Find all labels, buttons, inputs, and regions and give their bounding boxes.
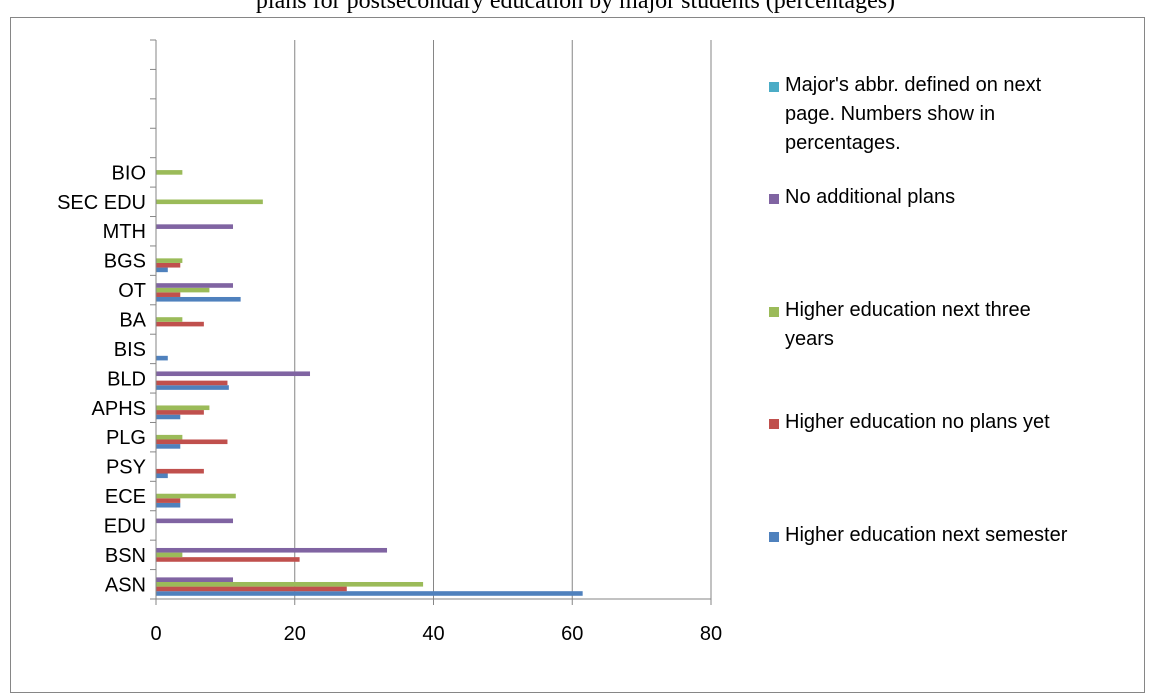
bar [156,439,227,444]
bar [156,469,204,474]
bar [156,292,180,297]
bar [156,519,233,524]
bar [156,405,209,410]
y-category-label: BIO [112,162,146,184]
y-category-label: ECE [105,486,146,508]
legend-label: Major's abbr. defined on next page. Numbe… [785,74,1042,154]
y-category-label: APHS [92,398,146,420]
bar [156,582,423,587]
y-category-label: EDU [104,515,146,537]
page-caption: plans for postsecondary education by maj… [0,0,1151,15]
bar [156,170,182,175]
chart-frame: 0 20 40 60 80 ASN BSN EDU ECE PSY PLG APHS BLD BIS BA O… [10,17,1145,693]
y-category-label: SEC EDU [57,192,146,214]
bar [156,553,182,558]
bar-chart: 0 20 40 60 80 ASN BSN EDU ECE PSY PLG APHS BLD BIS BA O… [11,18,1144,692]
x-tick-label: 0 [150,623,161,645]
y-category-label: BIS [114,339,146,361]
bar [156,258,182,263]
legend-swatch [769,419,779,429]
legend-label: Higher education next three years [785,299,1031,350]
x-tick-label: 20 [284,623,306,645]
gridlines [295,40,711,599]
bar [156,385,229,390]
bar [156,410,204,415]
y-category-label: BGS [104,251,146,273]
legend-swatch [769,82,779,92]
bar [156,503,180,508]
bar [156,263,180,268]
bar [156,474,168,479]
bar [156,200,263,205]
bar [156,548,387,553]
y-category-label: MTH [103,221,146,243]
y-category-label: PSY [106,457,146,479]
y-category-label: BA [119,310,146,332]
x-tick-label: 80 [700,623,722,645]
bar [156,494,236,499]
y-category-label: BLD [107,368,146,390]
legend-swatch [769,307,779,317]
bar [156,297,241,302]
bar [156,381,227,386]
legend-label: Higher education no plans yet [785,411,1050,433]
bar [156,444,180,449]
y-category-label: OT [118,280,146,302]
x-tick-label: 60 [561,623,583,645]
bar [156,587,347,592]
bar [156,577,233,582]
bar [156,415,180,420]
y-category-label: BSN [105,545,146,567]
legend-swatch [769,532,779,542]
legend-swatch [769,194,779,204]
legend-label: Higher education next semester [785,524,1068,546]
bar [156,317,182,322]
bar [156,435,182,440]
legend: Major's abbr. defined on next page. Numbe… [769,74,1068,546]
bar [156,283,233,288]
x-tick-label: 40 [422,623,444,645]
bar [156,224,233,229]
bar [156,591,583,596]
bar [156,557,300,562]
bar [156,371,310,376]
bars [156,170,583,596]
bar [156,498,180,503]
y-category-label: ASN [105,574,146,596]
bar [156,356,168,361]
bar [156,268,168,273]
legend-label: No additional plans [785,186,955,208]
bar [156,322,204,327]
y-category-label: PLG [106,427,146,449]
bar [156,288,209,293]
